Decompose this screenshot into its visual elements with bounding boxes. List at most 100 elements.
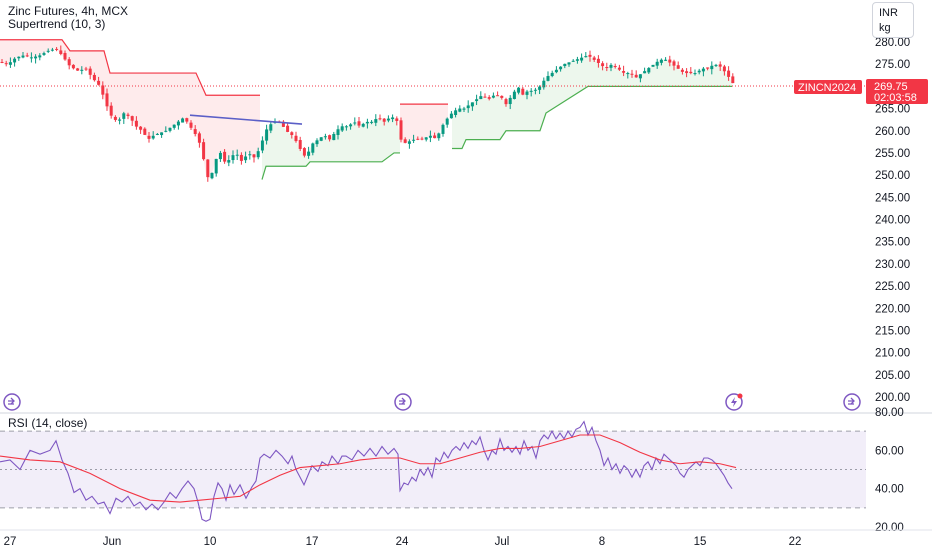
- replay-arrow-icon[interactable]: [843, 393, 861, 411]
- candle-body: [626, 73, 630, 75]
- candle-body: [706, 67, 710, 69]
- last-price-value: 269.75: [874, 81, 908, 93]
- candle-body: [676, 65, 680, 69]
- rsi-label[interactable]: RSI (14, close): [8, 416, 87, 430]
- candle-body: [97, 80, 101, 85]
- time-tick-label: 22: [789, 536, 802, 548]
- candle-body: [332, 134, 336, 141]
- candle-body: [88, 68, 92, 75]
- candle-body: [575, 59, 579, 61]
- candle-body: [643, 71, 647, 74]
- candle-body: [311, 143, 315, 153]
- candle-body: [630, 73, 634, 75]
- lightning-icon[interactable]: [725, 393, 743, 411]
- candle-body: [437, 133, 441, 139]
- candle-body: [605, 66, 609, 69]
- candle-body: [155, 133, 159, 135]
- candle-body: [382, 118, 386, 122]
- candle-body: [609, 64, 613, 68]
- candle-body: [470, 102, 474, 107]
- candle-body: [265, 129, 269, 141]
- candle-body: [659, 59, 663, 63]
- candle-body: [139, 126, 143, 130]
- candle-body: [34, 56, 38, 59]
- price-tick-label: 230.00: [875, 259, 910, 271]
- candle-body: [727, 70, 731, 77]
- candle-body: [386, 118, 390, 121]
- trendline-layer: [189, 114, 303, 125]
- candle-body: [130, 116, 134, 121]
- candle-body: [151, 135, 155, 139]
- candle-body: [550, 72, 554, 77]
- candle-body: [67, 59, 71, 66]
- candle-body: [718, 64, 722, 67]
- candle-body: [357, 121, 361, 126]
- candle-body: [399, 120, 403, 140]
- candle-body: [672, 61, 676, 66]
- symbol-badge-label: ZINCN2024: [798, 82, 856, 94]
- price-tick-label: 245.00: [875, 192, 910, 204]
- price-tick-label: 240.00: [875, 215, 910, 227]
- currency-label: INR: [879, 7, 898, 19]
- drawn-trendline[interactable]: [189, 114, 303, 125]
- rsi-tick-label: 20.00: [875, 522, 904, 534]
- candle-body: [118, 119, 122, 121]
- candle-body: [244, 156, 248, 161]
- candle-body: [160, 132, 164, 136]
- candle-body: [538, 86, 542, 90]
- events-row: [3, 393, 861, 411]
- rsi-line: [0, 420, 733, 522]
- candle-body: [231, 155, 235, 161]
- candle-body: [601, 63, 605, 67]
- candle-body: [336, 129, 340, 135]
- candle-body: [697, 70, 701, 73]
- candle-body: [651, 64, 655, 67]
- time-axis: 27 Jun 10 17 24 Jul 8 15 22: [4, 536, 802, 548]
- candle-body: [487, 97, 491, 99]
- candle-body: [181, 118, 185, 123]
- candle-body: [319, 137, 323, 141]
- candle-body: [55, 48, 59, 50]
- supertrend-line: [452, 85, 732, 150]
- rsi-tick-label: 60.00: [875, 445, 904, 457]
- time-tick-label: Jul: [495, 536, 510, 548]
- candle-body: [664, 59, 668, 61]
- candle-body: [38, 55, 42, 58]
- candle-body: [269, 124, 273, 131]
- candle-body: [567, 62, 571, 65]
- candle-body: [714, 64, 718, 66]
- rsi-pane: [0, 420, 866, 522]
- candle-body: [638, 74, 642, 79]
- candle-body: [508, 97, 512, 105]
- candle-body: [596, 58, 600, 64]
- candle-body: [176, 121, 180, 126]
- candle-body: [412, 139, 416, 141]
- candle-body: [475, 99, 479, 102]
- price-tick-label: 250.00: [875, 170, 910, 182]
- candle-body: [517, 87, 521, 93]
- candle-body: [449, 113, 453, 119]
- bar-countdown: 02:03:58: [874, 92, 917, 104]
- candle-body: [248, 154, 252, 156]
- candle-body: [701, 68, 705, 72]
- indicator-label[interactable]: Supertrend (10, 3): [8, 17, 105, 31]
- candle-body: [668, 59, 672, 63]
- price-tick-label: 255.00: [875, 148, 910, 160]
- price-tick-label: 215.00: [875, 325, 910, 337]
- candle-body: [197, 133, 201, 143]
- candle-body: [441, 124, 445, 134]
- candle-body: [500, 95, 504, 98]
- candle-body: [109, 105, 113, 116]
- candle-body: [710, 65, 714, 70]
- price-tick-label: 200.00: [875, 392, 910, 404]
- rsi-axis: 80.00 60.00 40.00 20.00: [875, 407, 904, 534]
- candle-body: [588, 54, 592, 57]
- candle-body: [235, 154, 239, 156]
- replay-arrow-icon[interactable]: [394, 393, 412, 411]
- unit-selector[interactable]: INR kg: [872, 2, 914, 38]
- candle-body: [202, 142, 206, 160]
- candle-body: [613, 66, 617, 68]
- replay-arrow-icon[interactable]: [3, 393, 21, 411]
- unit-label: kg: [879, 22, 891, 34]
- candle-body: [122, 113, 126, 119]
